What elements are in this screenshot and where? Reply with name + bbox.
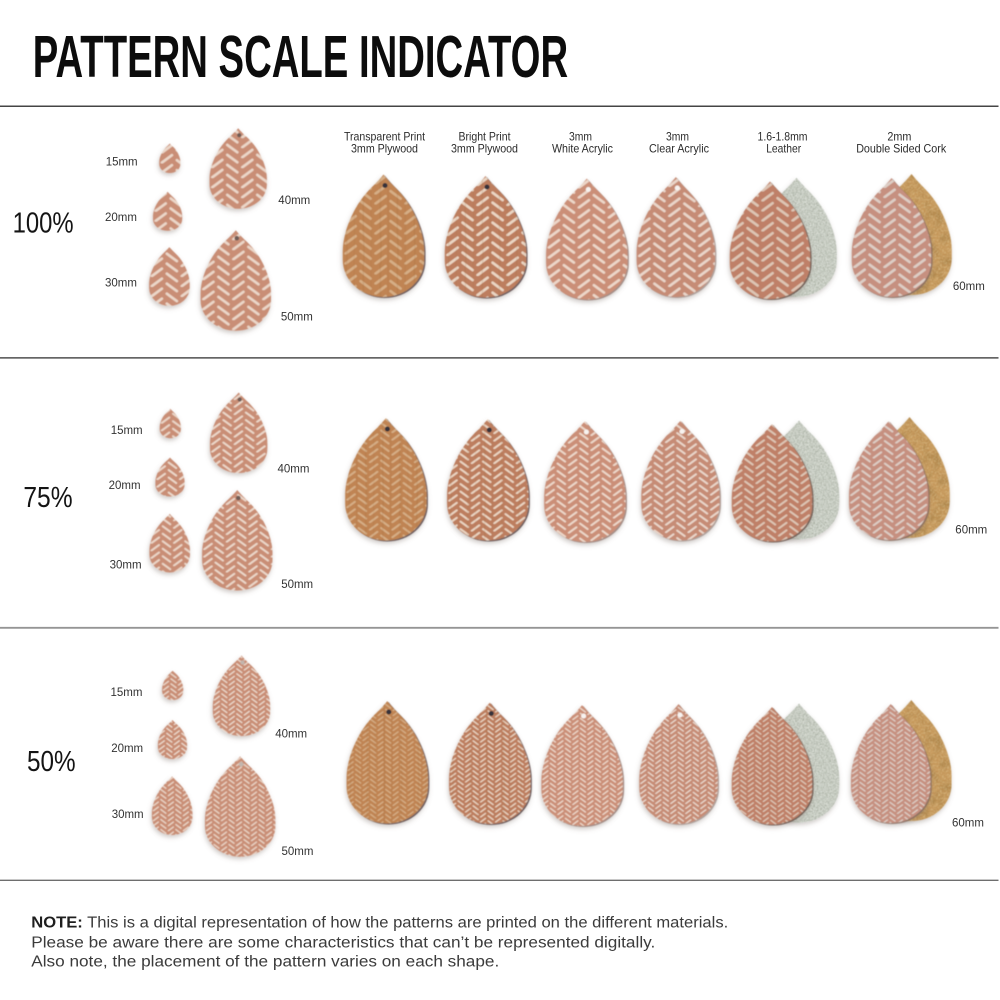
svg-text:30mm: 30mm bbox=[110, 559, 142, 571]
svg-text:15mm: 15mm bbox=[111, 687, 143, 699]
svg-text:Please be aware there are some: Please be aware there are some character… bbox=[31, 934, 655, 951]
svg-text:50%: 50% bbox=[27, 746, 76, 778]
svg-text:50mm: 50mm bbox=[282, 846, 314, 858]
svg-text:PATTERN SCALE INDICATOR: PATTERN SCALE INDICATOR bbox=[33, 24, 568, 90]
svg-text:3mm Plywood: 3mm Plywood bbox=[351, 142, 418, 155]
svg-text:Transparent Print: Transparent Print bbox=[344, 130, 426, 143]
svg-text:30mm: 30mm bbox=[112, 809, 144, 821]
svg-text:30mm: 30mm bbox=[105, 278, 137, 290]
svg-text:40mm: 40mm bbox=[278, 195, 310, 207]
svg-text:White Acrylic: White Acrylic bbox=[552, 142, 613, 155]
svg-text:40mm: 40mm bbox=[278, 464, 310, 476]
svg-text:15mm: 15mm bbox=[111, 425, 143, 437]
svg-text:50mm: 50mm bbox=[281, 579, 313, 591]
svg-text:60mm: 60mm bbox=[955, 524, 987, 536]
svg-text:Leather: Leather bbox=[766, 142, 801, 155]
svg-text:1.6-1.8mm: 1.6-1.8mm bbox=[758, 130, 808, 143]
svg-text:3mm: 3mm bbox=[666, 130, 689, 143]
svg-text:20mm: 20mm bbox=[111, 743, 143, 755]
svg-text:NOTE: This is a digital repres: NOTE: This is a digital representation o… bbox=[31, 915, 728, 932]
svg-text:15mm: 15mm bbox=[106, 157, 138, 169]
svg-text:40mm: 40mm bbox=[275, 729, 307, 741]
svg-text:3mm: 3mm bbox=[569, 130, 592, 143]
svg-text:60mm: 60mm bbox=[953, 281, 985, 293]
svg-text:2mm: 2mm bbox=[887, 130, 911, 143]
svg-text:60mm: 60mm bbox=[952, 817, 984, 829]
svg-text:75%: 75% bbox=[23, 482, 72, 514]
svg-text:20mm: 20mm bbox=[109, 480, 141, 492]
svg-text:50mm: 50mm bbox=[281, 312, 313, 324]
svg-text:Double Sided Cork: Double Sided Cork bbox=[856, 142, 946, 155]
svg-text:Also note, the placement of th: Also note, the placement of the pattern … bbox=[31, 953, 499, 970]
svg-text:Bright Print: Bright Print bbox=[459, 130, 512, 143]
svg-text:20mm: 20mm bbox=[105, 212, 137, 224]
svg-text:Clear Acrylic: Clear Acrylic bbox=[649, 142, 709, 155]
svg-text:100%: 100% bbox=[13, 208, 74, 240]
svg-text:3mm Plywood: 3mm Plywood bbox=[451, 142, 518, 155]
